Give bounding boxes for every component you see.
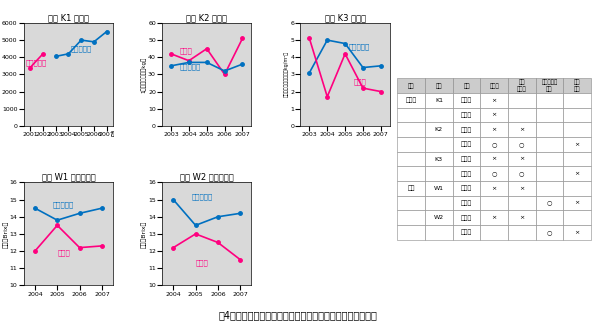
- Text: 技術導入区: 技術導入区: [191, 193, 212, 199]
- Text: 対照区: 対照区: [196, 260, 208, 266]
- Text: 年: 年: [111, 132, 114, 137]
- Text: 技術導入後: 技術導入後: [71, 45, 92, 52]
- Text: 技術導入区: 技術導入区: [349, 44, 370, 50]
- Title: 園地 W2 の果実糖度: 園地 W2 の果実糖度: [180, 173, 234, 182]
- Text: 技術導入区: 技術導入区: [180, 63, 201, 70]
- Title: 園地 K1 の収量: 園地 K1 の収量: [48, 13, 89, 22]
- Text: 対照区: 対照区: [354, 78, 367, 85]
- Text: 対照区: 対照区: [180, 47, 193, 54]
- Text: 対照区: 対照区: [57, 250, 70, 256]
- Text: 技術導入前: 技術導入前: [26, 59, 47, 66]
- Title: 園地 K2 の収量: 園地 K2 の収量: [186, 13, 227, 22]
- Title: 園地 K3 の収量: 園地 K3 の収量: [324, 13, 366, 22]
- Y-axis label: 樹冠容積当たり収量（kg/m²）: 樹冠容積当たり収量（kg/m²）: [284, 51, 289, 97]
- Text: 図4　実証試験における高糖系品種の収量と早生品種の糖度: 図4 実証試験における高糖系品種の収量と早生品種の糖度: [218, 310, 377, 320]
- Title: 園地 W1 の果実糖度: 園地 W1 の果実糖度: [42, 173, 95, 182]
- Y-axis label: 糖度（Brix）: 糖度（Brix）: [3, 220, 8, 248]
- Y-axis label: 糖度（Brix）: 糖度（Brix）: [141, 220, 146, 248]
- Text: 技術導入区: 技術導入区: [53, 201, 74, 208]
- Y-axis label: 1樹当たり収量（kg）: 1樹当たり収量（kg）: [141, 56, 146, 92]
